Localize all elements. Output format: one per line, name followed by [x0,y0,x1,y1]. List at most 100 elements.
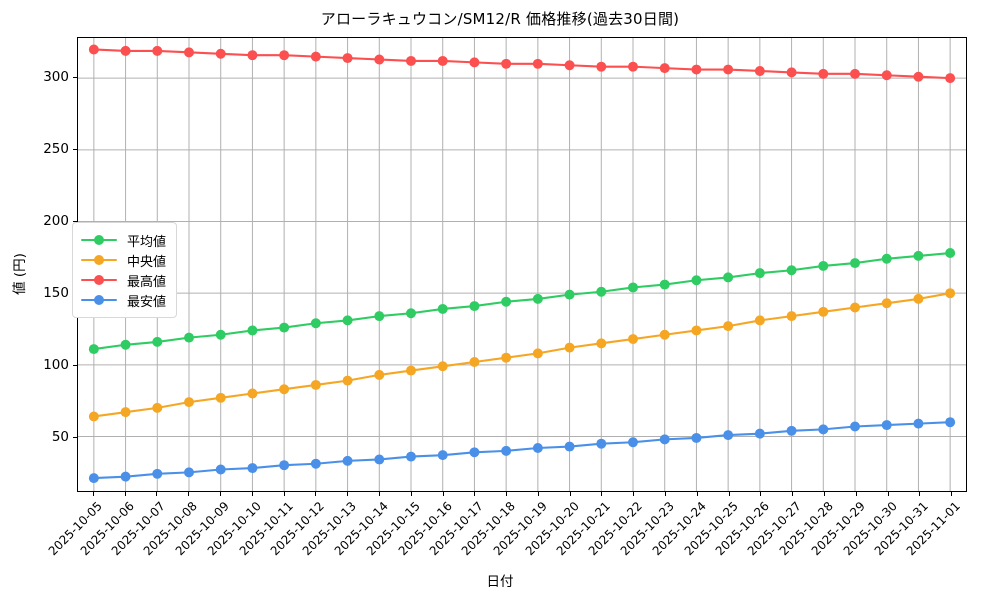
data-point [247,50,258,61]
data-point [310,379,321,390]
x-tick-mark [92,492,94,496]
data-point [310,458,321,469]
x-tick-mark [283,492,285,496]
legend-item-4[interactable]: 最安値 [81,290,166,310]
data-point [723,272,734,283]
data-point [310,51,321,62]
series-line [92,251,952,351]
data-point [279,50,290,61]
data-point [215,48,226,59]
y-tick-mark [73,437,77,439]
data-point [247,325,258,336]
data-point [437,55,448,66]
data-point [469,301,480,312]
x-tick-mark [442,492,444,496]
data-point [184,467,194,478]
data-point [469,57,480,68]
y-tick-mark [73,149,77,151]
legend-item-2[interactable]: 中央値 [81,250,166,270]
data-point [374,454,385,465]
data-point [913,71,924,82]
data-point [279,384,290,395]
data-point [850,258,860,269]
y-tick-label: 100 [43,357,69,374]
data-point [596,438,607,449]
legend-label: 中央値 [127,254,167,270]
x-tick-mark [919,492,921,496]
data-point [691,325,702,336]
data-point [374,54,385,65]
data-point [596,338,607,349]
x-tick-mark [855,492,857,496]
data-point [406,308,416,319]
y-tick-label: 300 [43,69,69,86]
y-tick-label: 150 [43,285,69,302]
grid-lines [78,38,966,491]
x-tick-mark [537,492,539,496]
data-point [850,302,860,313]
data-point [659,279,670,290]
data-point [564,342,575,353]
data-point [881,298,892,309]
x-tick-mark [251,492,253,496]
x-tick-mark [887,492,889,496]
legend-item-1[interactable]: 平均値 [81,230,166,250]
x-tick-mark [760,492,762,496]
legend-marker-icon [81,273,117,287]
series-3 [88,44,956,84]
legend-label: 最安値 [127,294,167,310]
series-4 [88,417,956,484]
data-point [881,253,892,264]
data-point [754,65,765,76]
data-point [691,432,702,443]
series-line [92,292,952,418]
data-point [406,451,416,462]
data-point [215,329,226,340]
x-tick-mark [569,492,571,496]
data-point [88,44,99,55]
data-point [120,45,131,56]
data-point [184,47,194,58]
x-tick-mark [347,492,349,496]
data-point [501,445,512,456]
series-2 [88,288,956,422]
data-point [945,73,956,84]
x-tick-mark [951,492,953,496]
data-point [469,357,480,367]
data-point [152,402,163,413]
data-point [786,67,797,78]
data-point [437,361,448,372]
data-point [120,339,131,350]
data-series-layer [88,44,956,484]
data-point [342,315,353,326]
series-line [92,48,952,80]
legend-item-3[interactable]: 最高値 [81,270,166,290]
data-point [501,296,512,307]
legend-marker-icon [81,253,117,267]
data-point [120,471,131,482]
y-tick-mark [73,365,77,367]
data-point [88,473,99,484]
x-tick-mark [665,492,667,496]
data-point [564,289,575,300]
data-point [279,460,290,471]
data-point [469,447,480,458]
x-tick-mark [728,492,730,496]
plot-area [77,37,967,492]
data-point [501,58,512,69]
data-point [342,375,353,386]
y-tick-mark [73,221,77,223]
x-tick-mark [315,492,317,496]
x-axis-label: 日付 [486,574,514,590]
data-point [596,61,607,72]
data-point [945,248,956,259]
data-point [342,53,353,64]
data-point [786,311,797,322]
chart-legend: 平均値中央値 最高値最安値 [72,222,178,318]
data-point [786,425,797,436]
x-tick-mark [823,492,825,496]
data-point [818,306,829,317]
x-tick-mark [156,492,158,496]
data-point [501,352,512,363]
